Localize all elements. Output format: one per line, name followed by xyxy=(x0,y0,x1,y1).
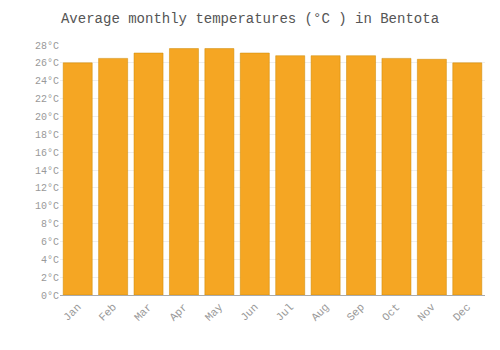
svg-text:12°C: 12°C xyxy=(35,183,59,194)
svg-text:6°C: 6°C xyxy=(41,237,59,248)
svg-text:20°C: 20°C xyxy=(35,112,59,123)
svg-text:Jul: Jul xyxy=(274,301,296,323)
svg-text:28°C: 28°C xyxy=(35,41,59,52)
svg-text:Jun: Jun xyxy=(238,301,260,323)
svg-text:Sep: Sep xyxy=(345,301,367,323)
svg-text:Nov: Nov xyxy=(415,301,438,324)
svg-text:10°C: 10°C xyxy=(35,201,59,212)
svg-text:Jan: Jan xyxy=(61,301,83,323)
svg-text:24°C: 24°C xyxy=(35,76,59,87)
svg-text:Dec: Dec xyxy=(451,301,473,323)
svg-text:May: May xyxy=(203,301,226,324)
svg-text:2°C: 2°C xyxy=(41,273,59,284)
svg-text:Feb: Feb xyxy=(97,301,119,323)
svg-text:18°C: 18°C xyxy=(35,130,59,141)
svg-text:Apr: Apr xyxy=(167,301,189,323)
svg-text:Mar: Mar xyxy=(132,301,154,323)
svg-text:4°C: 4°C xyxy=(41,255,59,266)
svg-text:26°C: 26°C xyxy=(35,58,59,69)
svg-text:Average monthly temperatures (: Average monthly temperatures (°C ) in Be… xyxy=(61,11,439,27)
svg-text:14°C: 14°C xyxy=(35,166,59,177)
svg-text:8°C: 8°C xyxy=(41,219,59,230)
svg-text:22°C: 22°C xyxy=(35,94,59,105)
svg-text:16°C: 16°C xyxy=(35,148,59,159)
svg-text:Aug: Aug xyxy=(309,301,331,323)
svg-text:Oct: Oct xyxy=(380,301,402,323)
svg-text:0°C: 0°C xyxy=(41,291,59,302)
